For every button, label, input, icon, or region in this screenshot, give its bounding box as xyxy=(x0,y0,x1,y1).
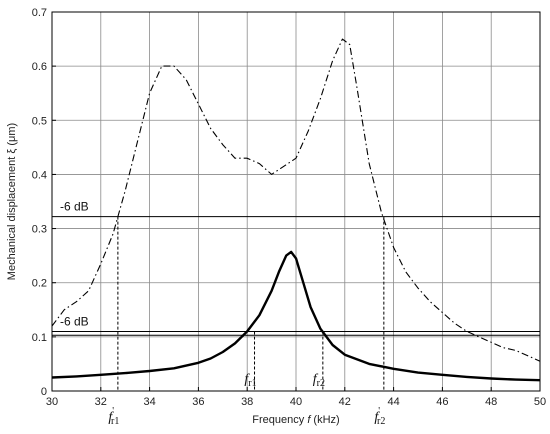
x-tick-label: 44 xyxy=(387,396,399,408)
x-tick-label: 34 xyxy=(143,396,155,408)
x-ticks: 30 32 34 36 38 40 42 44 46 48 50 xyxy=(46,387,546,408)
series-line-1 xyxy=(51,38,541,362)
series-group xyxy=(51,38,541,382)
resonance-lines xyxy=(117,216,385,391)
x-tick-label: 36 xyxy=(192,396,204,408)
x-tick-label: 50 xyxy=(534,396,546,408)
y-tick-label: 0.2 xyxy=(32,278,47,290)
x-tick-label: 40 xyxy=(290,396,302,408)
db-lines xyxy=(52,216,540,336)
db-level-label: -6 dB xyxy=(60,200,89,214)
x-tick-label: 32 xyxy=(95,396,107,408)
y-tick-label: 0 xyxy=(41,386,47,398)
y-tick-label: 0.3 xyxy=(32,224,47,236)
grid xyxy=(52,12,540,391)
series-line-2 xyxy=(51,250,541,382)
resonance-label: fr2 xyxy=(313,372,325,389)
y-tick-label: 0.5 xyxy=(32,115,47,127)
x-tick-label: 38 xyxy=(241,396,253,408)
resonance-label: f' r1 xyxy=(108,406,119,427)
resonance-label: fr1 xyxy=(244,372,256,389)
y-tick-label: 0.4 xyxy=(32,169,47,181)
y-ticks: 0 0.1 0.2 0.3 0.4 0.5 0.6 0.7 xyxy=(32,7,56,398)
x-tick-label: 48 xyxy=(485,396,497,408)
annotations: -6 dB -6 dB f' r1 fr1 fr2 f' r2 xyxy=(60,200,385,427)
y-tick-label: 0.1 xyxy=(32,332,47,344)
y-tick-label: 0.7 xyxy=(32,7,47,19)
y-axis-label: Mechanical displacement ξ (μm) xyxy=(6,123,18,280)
x-tick-label: 30 xyxy=(46,396,58,408)
x-tick-label: 42 xyxy=(339,396,351,408)
x-tick-label: 46 xyxy=(436,396,448,408)
db-level-label: -6 dB xyxy=(60,314,89,328)
y-tick-label: 0.6 xyxy=(32,61,47,73)
resonance-label: f' r2 xyxy=(374,406,385,427)
x-axis-label: Frequency f (kHz) xyxy=(252,414,339,426)
